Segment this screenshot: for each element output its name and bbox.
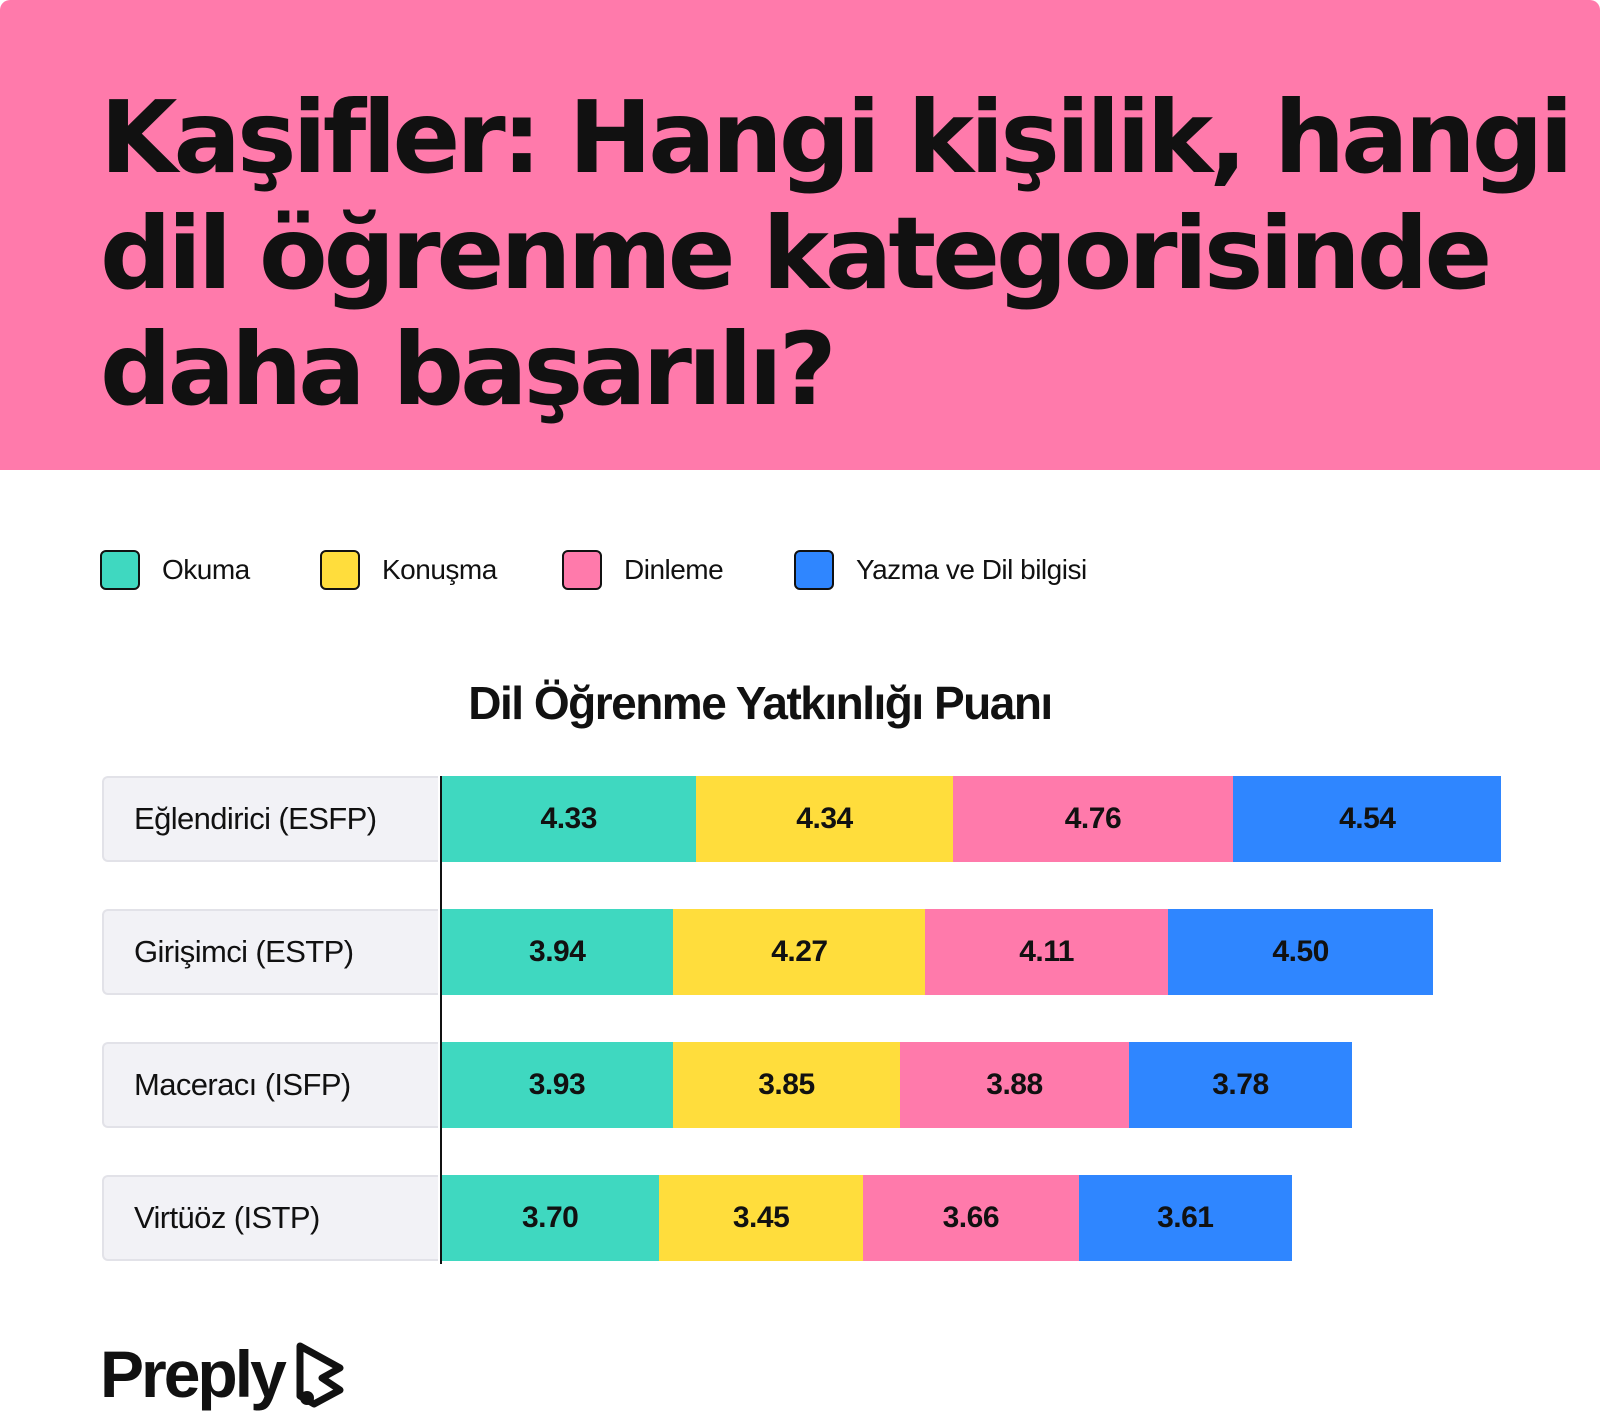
data-label-dinleme-row-1: 4.76 <box>1064 802 1122 835</box>
data-label-okuma-row-3: 3.93 <box>528 1068 586 1101</box>
legend-label-okuma: Okuma <box>162 554 250 585</box>
preply-logo: Preply <box>100 1336 348 1412</box>
data-label-dinleme-row-3: 3.88 <box>986 1068 1043 1101</box>
bar-segment-yazma-row-3: 3.78 <box>1128 1042 1352 1128</box>
bar-segment-okuma-row-3: 3.93 <box>441 1042 673 1128</box>
bar-segment-dinleme-row-4: 3.66 <box>862 1175 1079 1261</box>
data-label-yazma-row-2: 4.50 <box>1272 935 1329 968</box>
bar-segment-yazma-row-4: 3.61 <box>1078 1175 1292 1261</box>
bar-segment-yazma-row-2: 4.50 <box>1167 909 1434 995</box>
bar-segment-konusma-row-4: 3.45 <box>659 1175 863 1261</box>
legend-swatch-dinleme <box>562 550 602 590</box>
data-label-konusma-row-2: 4.27 <box>771 935 828 968</box>
category-label-esfp: Eğlendirici (ESFP) <box>102 776 438 862</box>
bar-segment-dinleme-row-3: 3.88 <box>900 1042 1129 1128</box>
data-label-okuma-row-4: 3.70 <box>521 1201 579 1234</box>
legend-label-dinleme: Dinleme <box>624 554 724 585</box>
legend-swatch-okuma <box>100 550 140 590</box>
bar-segment-okuma-row-1: 4.33 <box>441 776 697 862</box>
category-label-istp: Virtüöz (ISTP) <box>102 1175 438 1261</box>
legend-item-dinleme: Dinleme <box>562 548 724 592</box>
legend-swatch-yazma <box>794 550 834 590</box>
data-label-okuma-row-2: 3.94 <box>529 935 586 968</box>
data-label-konusma-row-1: 4.34 <box>796 802 853 835</box>
bar-segment-dinleme-row-2: 4.11 <box>925 909 1168 995</box>
legend-item-okuma: Okuma <box>100 548 250 592</box>
bar-segment-okuma-row-4: 3.70 <box>441 1175 660 1261</box>
axis-line <box>440 776 442 1264</box>
data-label-yazma-row-3: 3.78 <box>1212 1068 1269 1101</box>
data-label-dinleme-row-2: 4.11 <box>1019 935 1074 968</box>
data-label-dinleme-row-4: 3.66 <box>942 1201 1000 1234</box>
legend-label-yazma: Yazma ve Dil bilgisi <box>856 554 1087 585</box>
legend-item-yazma: Yazma ve Dil bilgisi <box>794 548 1087 592</box>
data-label-yazma-row-4: 3.61 <box>1157 1201 1214 1234</box>
data-label-yazma-row-1: 4.54 <box>1339 802 1396 835</box>
bar-segment-konusma-row-1: 4.34 <box>696 776 953 862</box>
preply-logo-icon <box>296 1342 344 1408</box>
page-title: Kaşifler: Hangi kişilik, hangi dil öğren… <box>100 79 1574 428</box>
category-label-estp: Girişimci (ESTP) <box>102 909 438 995</box>
bar-segment-dinleme-row-1: 4.76 <box>952 776 1234 862</box>
legend-item-konusma: Konuşma <box>320 548 497 592</box>
bar-segment-konusma-row-3: 3.85 <box>672 1042 900 1128</box>
category-label-isfp: Maceracı (ISFP) <box>102 1042 438 1128</box>
title-line-2: dil öğrenme kategorisinde <box>100 195 1492 312</box>
logo-text: Preply <box>100 1337 287 1411</box>
data-label-okuma-row-1: 4.33 <box>540 802 598 835</box>
bar-segment-konusma-row-2: 4.27 <box>673 909 926 995</box>
title-line-1: Kaşifler: Hangi kişilik, hangi <box>100 79 1574 196</box>
title-line-3: daha başarılı? <box>100 311 837 428</box>
legend-swatch-konusma <box>320 550 360 590</box>
data-label-konusma-row-4: 3.45 <box>732 1201 790 1234</box>
data-label-konusma-row-3: 3.85 <box>758 1068 815 1101</box>
legend-label-konusma: Konuşma <box>382 554 497 585</box>
header-banner <box>0 0 1600 470</box>
bar-segment-okuma-row-2: 3.94 <box>441 909 674 995</box>
bar-segment-yazma-row-1: 4.54 <box>1233 776 1502 862</box>
chart-title: Dil Öğrenme Yatkınlığı Puanı <box>468 677 1053 729</box>
